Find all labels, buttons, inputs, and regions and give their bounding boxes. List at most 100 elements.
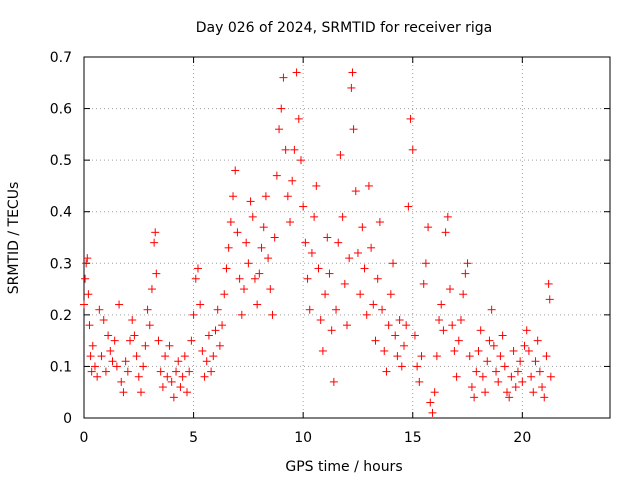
data-point-plus — [290, 145, 299, 154]
data-point-plus — [334, 238, 343, 247]
data-point-plus — [391, 331, 400, 340]
data-point-plus — [110, 336, 119, 345]
data-point-plus — [452, 372, 461, 381]
data-point-plus — [299, 202, 308, 211]
data-point-plus — [180, 352, 189, 361]
data-point-plus — [183, 388, 192, 397]
data-point-plus — [207, 367, 216, 376]
y-tick-label: 0.6 — [50, 102, 72, 118]
y-tick-label: 0 — [63, 411, 72, 427]
data-point-plus — [235, 274, 244, 283]
data-point-plus — [132, 352, 141, 361]
data-point-plus — [108, 357, 117, 366]
data-point-plus — [119, 388, 128, 397]
x-tick-label: 15 — [404, 430, 422, 446]
data-point-plus — [349, 125, 358, 134]
x-tick-label: 0 — [80, 430, 89, 446]
data-point-plus — [450, 346, 459, 355]
data-point-plus — [321, 290, 330, 299]
data-point-plus — [386, 290, 395, 299]
data-point-plus — [318, 346, 327, 355]
data-point-plus — [286, 218, 295, 227]
data-point-plus — [88, 341, 97, 350]
data-point-plus — [332, 305, 341, 314]
data-point-plus — [362, 310, 371, 319]
data-point-plus — [463, 259, 472, 268]
data-point-plus — [509, 346, 518, 355]
data-point-plus — [106, 346, 115, 355]
data-point-plus — [518, 377, 527, 386]
data-point-plus — [270, 233, 279, 242]
data-point-plus — [535, 367, 544, 376]
data-point-plus — [487, 305, 496, 314]
data-point-plus — [296, 156, 305, 165]
data-point-plus — [527, 372, 536, 381]
data-point-plus — [112, 362, 121, 371]
data-point-plus — [154, 336, 163, 345]
data-point-plus — [82, 259, 91, 268]
data-point-plus — [134, 372, 143, 381]
data-point-plus — [220, 290, 229, 299]
data-point-plus — [101, 367, 110, 376]
data-point-plus — [538, 383, 547, 392]
data-point-plus — [424, 223, 433, 232]
y-tick-label: 0.3 — [50, 256, 72, 272]
data-point-plus — [382, 367, 391, 376]
data-point-plus — [395, 316, 404, 325]
data-point-plus — [406, 114, 415, 123]
data-point-plus — [275, 125, 284, 134]
data-point-plus — [408, 145, 417, 154]
data-point-plus — [130, 331, 139, 340]
data-point-plus — [226, 218, 235, 227]
data-point-plus — [494, 377, 503, 386]
data-point-plus — [358, 223, 367, 232]
data-point-plus — [432, 352, 441, 361]
data-point-plus — [158, 383, 167, 392]
data-point-plus — [384, 321, 393, 330]
data-point-plus — [446, 285, 455, 294]
data-point-plus — [198, 346, 207, 355]
data-point-plus — [485, 336, 494, 345]
data-point-plus — [250, 274, 259, 283]
data-point-plus — [544, 279, 553, 288]
data-point-plus — [151, 228, 160, 237]
data-point-plus — [87, 367, 96, 376]
data-point-plus — [152, 269, 161, 278]
data-point-plus — [316, 316, 325, 325]
data-point-plus — [93, 372, 102, 381]
y-tick-label: 0.2 — [50, 308, 72, 324]
data-point-plus — [507, 372, 516, 381]
data-point-plus — [492, 367, 501, 376]
data-point-plus — [257, 243, 266, 252]
data-point-plus — [461, 269, 470, 278]
data-point-plus — [246, 197, 255, 206]
data-point-plus — [305, 305, 314, 314]
data-point-plus — [399, 341, 408, 350]
grid-layer — [84, 57, 610, 418]
data-point-plus — [95, 305, 104, 314]
data-point-plus — [483, 357, 492, 366]
data-point-plus — [421, 259, 430, 268]
data-point-plus — [294, 114, 303, 123]
data-point-plus — [80, 300, 88, 309]
data-point-plus — [397, 362, 406, 371]
data-point-plus — [272, 171, 281, 180]
x-tick-label: 20 — [513, 430, 531, 446]
data-point-plus — [369, 300, 378, 309]
x-tick-label: 5 — [189, 430, 198, 446]
data-point-plus — [115, 300, 124, 309]
data-point-plus — [172, 367, 181, 376]
data-point-plus — [542, 352, 551, 361]
data-point-plus — [456, 316, 465, 325]
data-point-plus — [435, 316, 444, 325]
data-point-plus — [520, 341, 529, 350]
data-point-plus — [380, 346, 389, 355]
data-point-plus — [371, 336, 380, 345]
data-point-plus — [472, 367, 481, 376]
data-point-plus — [546, 372, 555, 381]
data-point-plus — [353, 248, 362, 257]
data-point-plus — [283, 192, 292, 201]
x-tick-label: 10 — [294, 430, 312, 446]
data-point-plus — [373, 274, 382, 283]
